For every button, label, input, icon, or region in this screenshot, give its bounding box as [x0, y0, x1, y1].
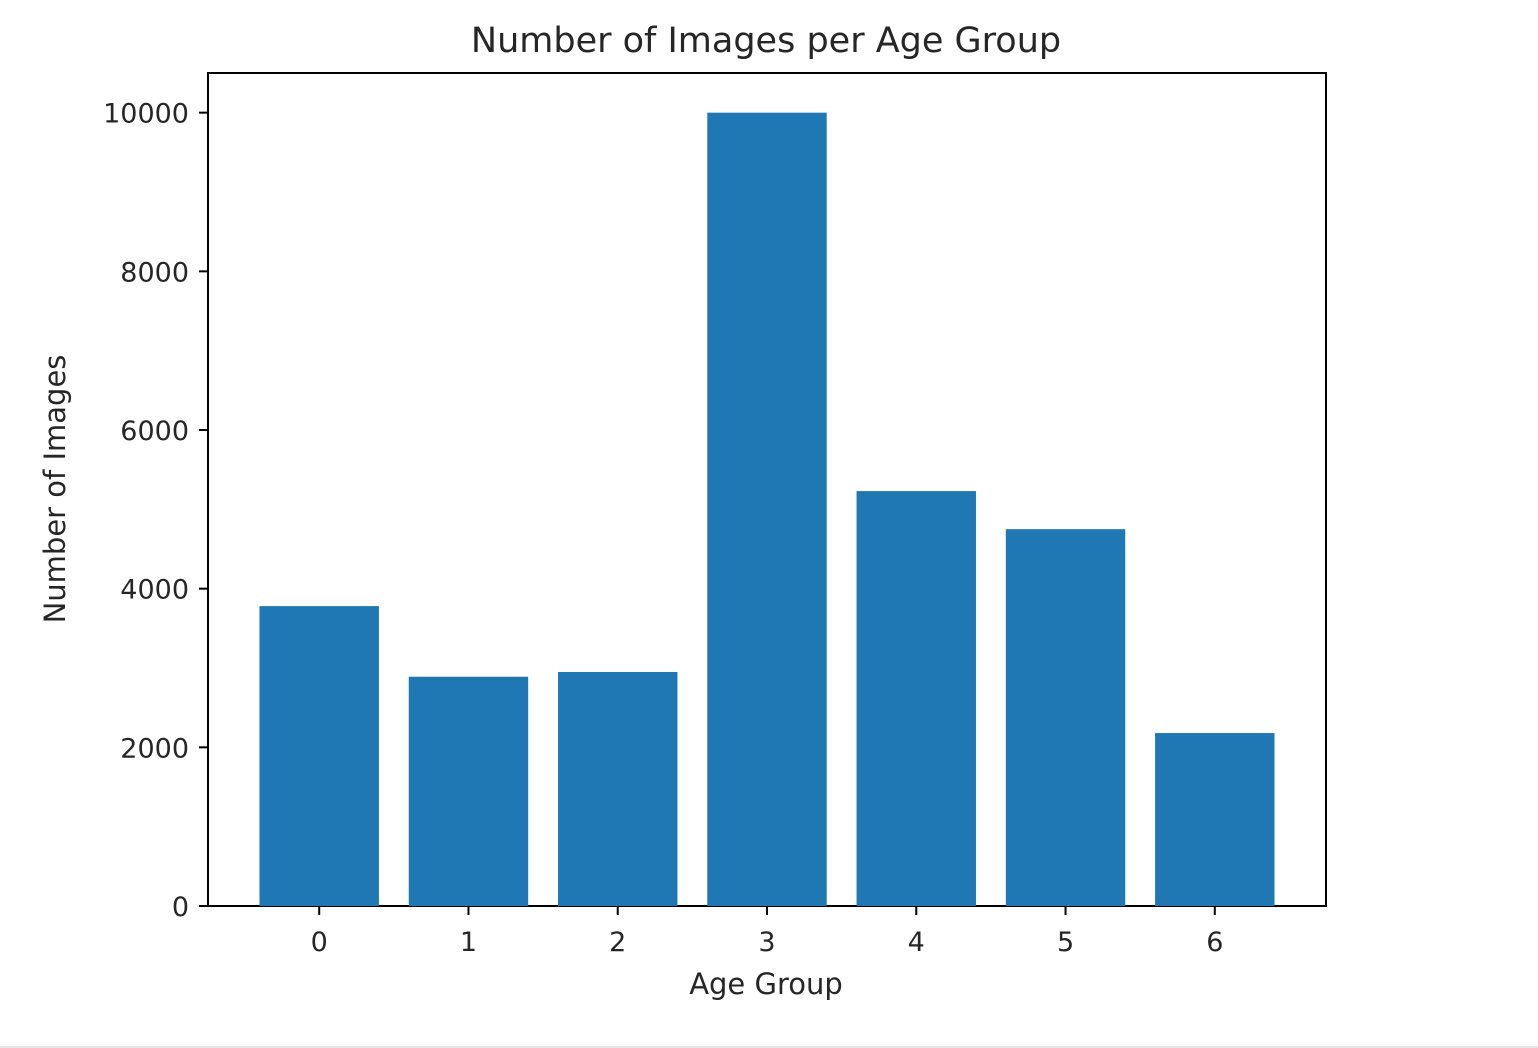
bottom-divider	[0, 1046, 1538, 1048]
y-tick-label: 0	[172, 892, 189, 923]
x-tick-label: 1	[460, 927, 477, 958]
y-tick-label: 4000	[120, 575, 189, 606]
y-tick-label: 8000	[120, 257, 189, 288]
bar-3	[707, 112, 827, 906]
y-tick-label: 10000	[103, 99, 189, 130]
x-tick-label: 5	[1057, 927, 1074, 958]
bar-1	[408, 676, 529, 906]
x-axis-label: Age Group	[689, 967, 843, 1001]
y-axis: 0 2000 4000 6000 8000 10000	[103, 99, 208, 923]
y-tick-label: 2000	[120, 733, 189, 764]
x-tick-label: 2	[609, 927, 626, 958]
x-tick-label: 4	[908, 927, 925, 958]
x-tick-label: 6	[1206, 927, 1223, 958]
y-tick-label: 6000	[120, 416, 189, 447]
bar-2	[558, 671, 678, 906]
x-axis: 0 1 2 3 4 5 6	[311, 906, 1223, 958]
bar-5	[1005, 529, 1126, 906]
x-tick-label: 0	[311, 927, 328, 958]
bar-4	[856, 491, 976, 906]
x-tick-label: 3	[758, 927, 775, 958]
chart-title: Number of Images per Age Group	[471, 21, 1061, 61]
bars-group	[259, 112, 1275, 906]
bar-0	[259, 606, 379, 906]
y-axis-label: Number of Images	[38, 355, 72, 624]
bar-6	[1155, 733, 1275, 906]
